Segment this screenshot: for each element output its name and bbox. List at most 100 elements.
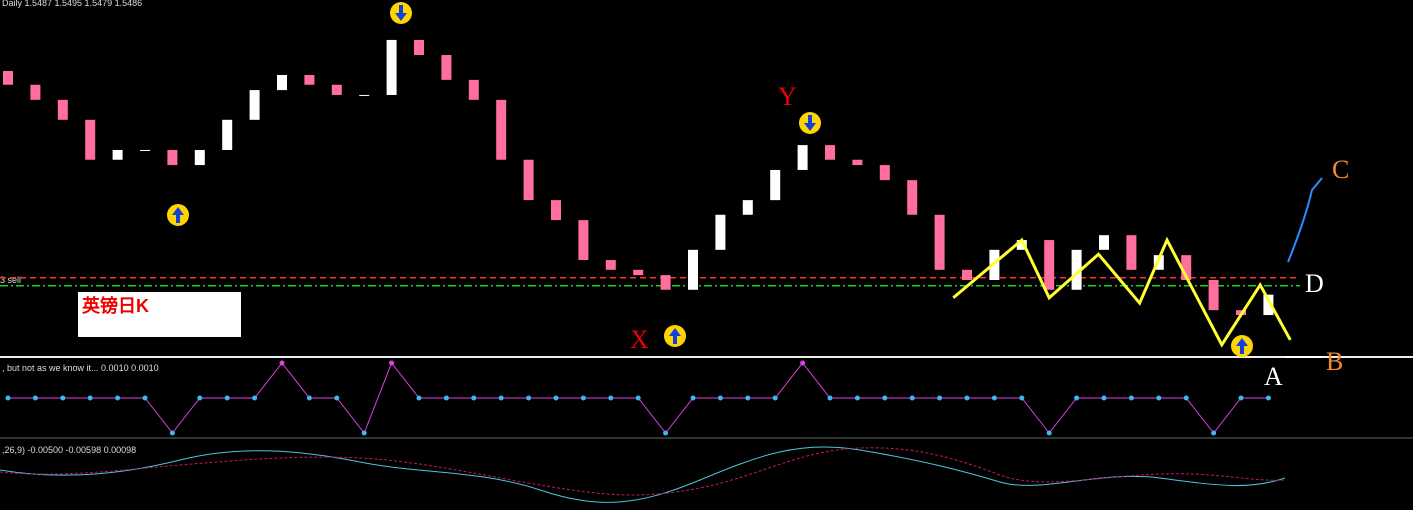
candle-body xyxy=(715,214,726,250)
indicator-dot xyxy=(882,395,888,401)
chart-title: Daily 1.5487 1.5495 1.5479 1.5486 xyxy=(2,0,142,8)
indicator-dot xyxy=(964,395,970,401)
indicator-dot xyxy=(772,395,778,401)
indicator-dot xyxy=(224,395,230,401)
indicator-dot xyxy=(87,395,93,401)
annotation-box xyxy=(78,292,241,337)
candle-body xyxy=(879,165,890,181)
signal-line xyxy=(0,447,1286,496)
indicator-dot xyxy=(32,395,38,401)
candle-body xyxy=(1181,255,1192,281)
candle-body xyxy=(277,74,287,91)
candle-body xyxy=(797,145,808,170)
indicator-dot xyxy=(1101,395,1107,401)
indicator-dot xyxy=(580,395,586,401)
indicator-dot xyxy=(1156,395,1162,401)
point-label: X xyxy=(630,325,649,354)
indicator-dot xyxy=(471,395,477,401)
candle-body xyxy=(770,169,781,201)
candle-body xyxy=(551,200,561,221)
projection-line xyxy=(1287,177,1323,263)
candle-body xyxy=(962,269,972,281)
indicator-dot xyxy=(197,395,203,401)
indicator-dot xyxy=(1074,395,1080,401)
indicator-dot xyxy=(334,395,340,401)
indicator-dot xyxy=(361,430,367,436)
indicator-dot xyxy=(937,395,943,401)
candle-body xyxy=(140,149,150,151)
candle-body xyxy=(496,99,507,160)
zigzag-line xyxy=(952,236,1292,348)
candle-body xyxy=(57,99,68,120)
arrow-down xyxy=(799,112,821,134)
candle-body xyxy=(1044,240,1055,290)
indicator-dot xyxy=(60,395,66,401)
point-label: D xyxy=(1305,269,1324,298)
candle-body xyxy=(633,269,644,276)
indicator-dot xyxy=(663,430,669,436)
indicator-dot xyxy=(526,395,532,401)
indicator-dot xyxy=(827,395,833,401)
indicator-dot xyxy=(854,395,860,401)
point-label: C xyxy=(1332,155,1349,184)
macd-label: ,26,9) -0.00500 -0.00598 0.00098 xyxy=(2,445,136,455)
indicator-dot xyxy=(745,395,751,401)
candle-body xyxy=(1263,294,1274,316)
indicator-dot xyxy=(5,395,11,401)
point-label: Y xyxy=(778,82,797,111)
candle-body xyxy=(222,119,233,150)
indicator-dot xyxy=(1019,395,1025,401)
arrow-up xyxy=(664,325,686,347)
candle-body xyxy=(30,84,41,100)
arrow-up xyxy=(167,204,189,226)
signal-arrows xyxy=(167,2,1253,357)
candle-body xyxy=(85,119,96,160)
candle-body xyxy=(578,220,589,261)
candle-body xyxy=(523,159,534,201)
indicator-dot xyxy=(1183,395,1189,401)
candle-body xyxy=(688,249,698,290)
indicator-dot xyxy=(608,395,614,401)
candle-body xyxy=(852,159,863,166)
candle-body xyxy=(605,260,616,270)
indicator-dot xyxy=(1211,430,1217,436)
candle-body xyxy=(468,79,479,100)
candle-body xyxy=(441,55,452,80)
candle-body xyxy=(934,214,945,270)
indicator-dot xyxy=(389,360,395,366)
indicator-dot xyxy=(1128,395,1134,401)
indicator-dot xyxy=(443,395,449,401)
indicator-dot xyxy=(498,395,504,401)
indicator-label: , but not as we know it... 0.0010 0.0010 xyxy=(2,363,159,373)
indicator-dot xyxy=(1265,395,1271,401)
indicator-dot xyxy=(252,395,258,401)
indicator-dot xyxy=(142,395,148,401)
arrow-up xyxy=(1231,335,1253,357)
indicator-dot xyxy=(991,395,997,401)
candle-body xyxy=(1071,249,1082,290)
indicator-dot xyxy=(635,395,641,401)
candle-body xyxy=(1126,235,1137,270)
candle-body xyxy=(1016,240,1027,250)
indicator-dot xyxy=(690,395,696,401)
level-label: 3 sell xyxy=(0,275,21,285)
indicator-dot xyxy=(115,395,121,401)
indicator-dot xyxy=(306,395,312,401)
candle-body xyxy=(249,90,260,120)
candle-body xyxy=(167,149,178,166)
point-label: A xyxy=(1264,362,1283,391)
candle-body xyxy=(414,39,424,56)
candle-body xyxy=(359,94,370,96)
candle-body xyxy=(3,71,13,85)
candle-body xyxy=(660,275,671,290)
candle-body xyxy=(331,84,342,95)
indicator-dot xyxy=(717,395,723,401)
candle-body xyxy=(1208,280,1219,311)
candle-body xyxy=(386,39,397,95)
candle-body xyxy=(304,74,315,85)
indicator-dot xyxy=(416,395,422,401)
indicator-dot xyxy=(169,430,175,436)
candle-body xyxy=(1099,235,1109,250)
candle-body xyxy=(194,149,205,166)
